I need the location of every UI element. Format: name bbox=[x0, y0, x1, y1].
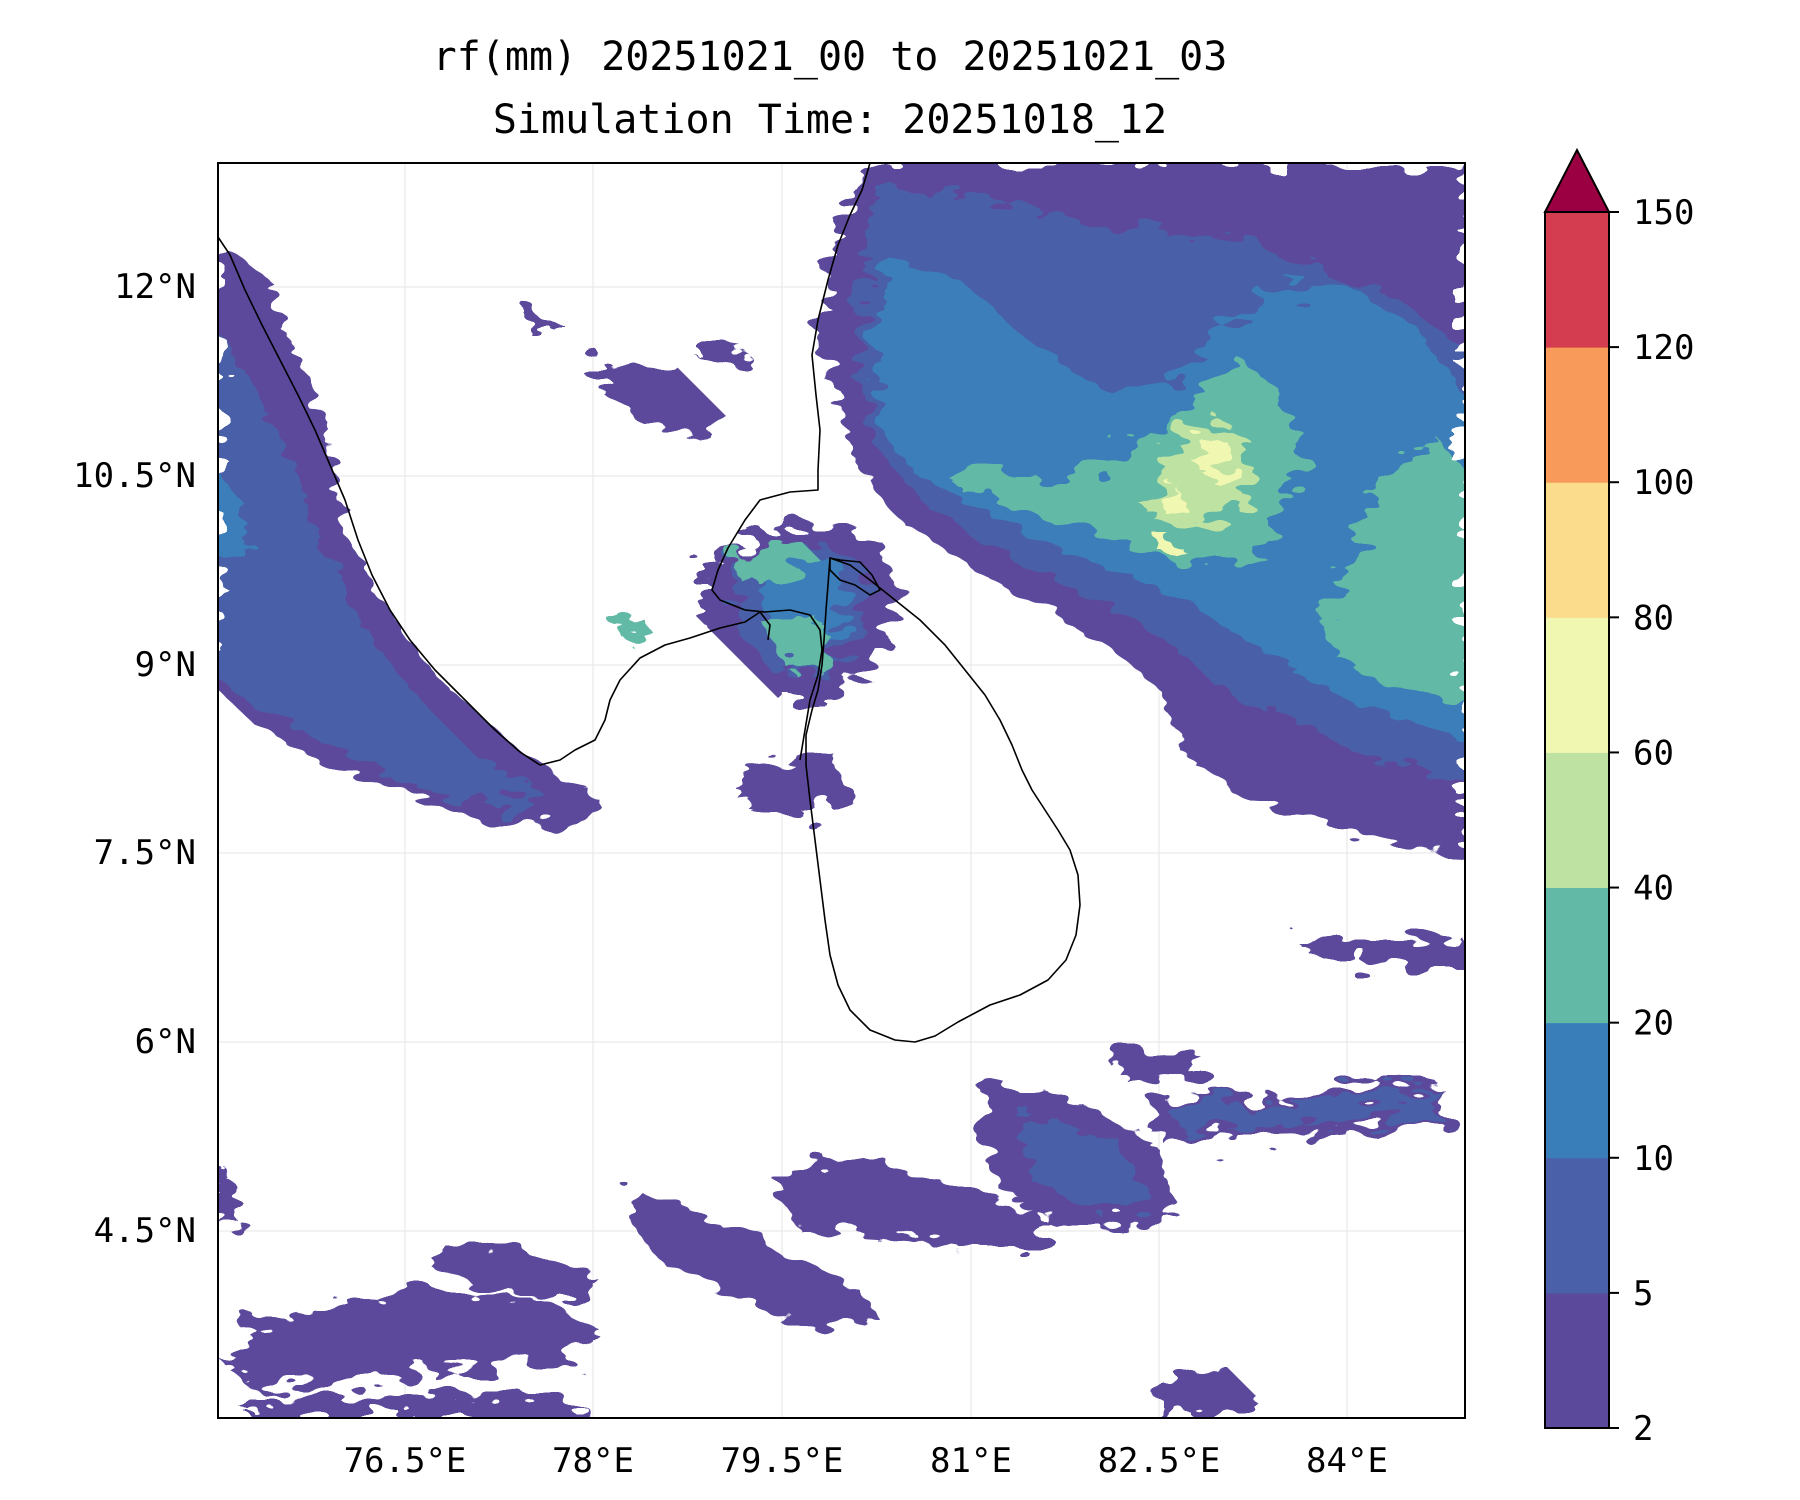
map-title-line-2: Simulation Time: 20251018_12 bbox=[492, 97, 1168, 143]
colorbar-swatch-2-5 bbox=[1545, 1292, 1609, 1429]
colorbar-tick-label: 150 bbox=[1633, 193, 1694, 233]
lat-tick-label-5: 6°N bbox=[135, 1022, 196, 1062]
lon-tick-label-3: 79.5°E bbox=[721, 1441, 844, 1481]
lat-tick-label-4: 7.5°N bbox=[94, 833, 196, 873]
lat-tick-label-3: 9°N bbox=[135, 645, 196, 685]
longitude-axis: 76.5°E 78°E 79.5°E 81°E 82.5°E 84°E bbox=[344, 1441, 1388, 1481]
lat-tick-label-1: 12°N bbox=[114, 267, 196, 307]
rainfall-contours bbox=[218, 163, 1465, 1418]
map-frame bbox=[217, 162, 1466, 1419]
india-west-coast bbox=[217, 236, 521, 753]
lon-tick-label-5: 82.5°E bbox=[1098, 1441, 1221, 1481]
rain-level-60-80 bbox=[1155, 440, 1235, 548]
lon-tick-label-4: 81°E bbox=[930, 1441, 1012, 1481]
colorbar-tick-label: 60 bbox=[1633, 733, 1674, 773]
colorbar-swatch-100-120 bbox=[1545, 347, 1609, 483]
colorbar-tick-label: 120 bbox=[1633, 328, 1694, 368]
lon-tick-label-2: 78°E bbox=[552, 1441, 634, 1481]
colorbar-tick-label: 2 bbox=[1633, 1409, 1653, 1449]
india-south-east-coast bbox=[519, 611, 771, 766]
rainfall-field bbox=[218, 163, 1465, 1418]
colorbar: 2 5 10 20 40 60 80 100 120 150 bbox=[1543, 147, 1694, 1449]
map-panel bbox=[217, 162, 1466, 1419]
coastlines bbox=[217, 162, 1081, 1043]
colorbar-tick-label: 20 bbox=[1633, 1004, 1674, 1044]
colorbar-ticks: 2 5 10 20 40 60 80 100 120 150 bbox=[1609, 193, 1694, 1449]
lon-tick-label-1: 76.5°E bbox=[344, 1441, 467, 1481]
lat-tick-label-6: 4.5°N bbox=[94, 1211, 196, 1251]
colorbar-tick-label: 100 bbox=[1633, 463, 1694, 503]
colorbar-swatch-60-80 bbox=[1545, 617, 1609, 753]
colorbar-swatch-20-40 bbox=[1545, 887, 1609, 1024]
gulf-of-mannar-shore bbox=[744, 609, 823, 761]
colorbar-swatch-5-10 bbox=[1545, 1157, 1609, 1294]
colorbar-tick-label: 10 bbox=[1633, 1139, 1674, 1179]
lon-tick-label-6: 84°E bbox=[1306, 1441, 1388, 1481]
india-east-coast bbox=[711, 162, 871, 611]
map-title-line-1: rf(mm) 20251021_00 to 20251021_03 bbox=[432, 34, 1228, 80]
colorbar-swatch-40-60 bbox=[1545, 752, 1609, 889]
colorbar-tick-label: 40 bbox=[1633, 869, 1674, 909]
lat-tick-label-2: 10.5°N bbox=[73, 456, 196, 496]
colorbar-swatch-10-20 bbox=[1545, 1022, 1609, 1159]
colorbar-swatches bbox=[1545, 212, 1609, 1429]
jaffna-peninsula bbox=[829, 557, 881, 596]
colorbar-tick-label: 5 bbox=[1633, 1274, 1653, 1314]
colorbar-extend-arrow bbox=[1543, 147, 1611, 213]
colorbar-tick-label: 80 bbox=[1633, 598, 1674, 638]
colorbar-frame bbox=[1544, 211, 1610, 1429]
colorbar-swatch-80-100 bbox=[1545, 482, 1609, 618]
latitude-axis: 12°N 10.5°N 9°N 7.5°N 6°N 4.5°N bbox=[73, 267, 196, 1251]
sri-lanka-coast bbox=[805, 557, 1081, 1043]
colorbar-swatch-120-150 bbox=[1545, 212, 1609, 348]
